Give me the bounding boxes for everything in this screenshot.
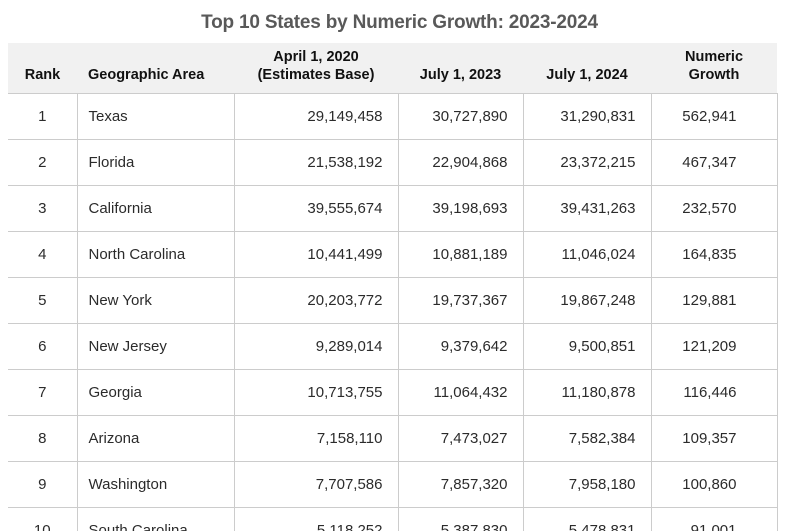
july-2023-cell: 30,727,890 [397,93,523,140]
rank-cell: 4 [8,231,77,278]
rank-cell: 3 [8,185,77,232]
april-2020-cell: 9,289,014 [233,323,398,370]
column-header-geographic-area: Geographic Area [77,43,234,94]
numeric-growth-cell: 562,941 [650,93,778,140]
states-growth-table: Rank Geographic Area April 1, 2020 (Esti… [8,43,778,531]
july-2023-cell: 9,379,642 [397,323,523,370]
april-2020-cell: 21,538,192 [233,139,398,186]
numeric-growth-cell: 109,357 [650,415,778,462]
numeric-growth-cell: 100,860 [650,461,778,508]
page: Top 10 States by Numeric Growth: 2023-20… [0,12,799,531]
july-2023-cell: 5,387,830 [397,507,523,531]
state-cell: Florida [76,139,234,186]
april-2020-cell: 10,441,499 [233,231,398,278]
july-2023-cell: 22,904,868 [397,139,523,186]
july-2023-cell: 19,737,367 [397,277,523,324]
july-2023-cell: 7,857,320 [397,461,523,508]
column-header-rank: Rank [8,43,77,94]
numeric-growth-cell: 121,209 [650,323,778,370]
table-row: 3 California 39,555,674 39,198,693 39,43… [8,185,778,232]
table-body: 1 Texas 29,149,458 30,727,890 31,290,831… [8,93,778,531]
rank-cell: 5 [8,277,77,324]
numeric-growth-cell: 467,347 [650,139,778,186]
state-cell: Washington [76,461,234,508]
column-header-april-2020-line2: (Estimates Base) [257,67,375,84]
column-header-july-2024: July 1, 2024 [523,43,651,94]
table-header: Rank Geographic Area April 1, 2020 (Esti… [8,43,777,94]
column-header-april-2020-line1: April 1, 2020 [273,49,359,65]
july-2024-cell: 7,582,384 [522,415,651,462]
april-2020-cell: 10,713,755 [233,369,398,416]
column-header-numeric-growth-line2: Growth [688,67,740,84]
table-row: 4 North Carolina 10,441,499 10,881,189 1… [8,231,778,278]
rank-cell: 6 [8,323,77,370]
july-2023-cell: 11,064,432 [397,369,523,416]
numeric-growth-cell: 232,570 [650,185,778,232]
header-row: Rank Geographic Area April 1, 2020 (Esti… [8,43,777,94]
state-cell: Texas [76,93,234,140]
july-2023-cell: 7,473,027 [397,415,523,462]
state-cell: New York [76,277,234,324]
july-2024-cell: 23,372,215 [522,139,651,186]
july-2023-cell: 10,881,189 [397,231,523,278]
table-row: 8 Arizona 7,158,110 7,473,027 7,582,384 … [8,415,778,462]
july-2024-cell: 11,046,024 [522,231,651,278]
april-2020-cell: 20,203,772 [233,277,398,324]
april-2020-cell: 39,555,674 [233,185,398,232]
rank-cell: 8 [8,415,77,462]
july-2024-cell: 19,867,248 [522,277,651,324]
rank-cell: 9 [8,461,77,508]
state-cell: North Carolina [76,231,234,278]
numeric-growth-cell: 116,446 [650,369,778,416]
rank-cell: 7 [8,369,77,416]
table-row: 2 Florida 21,538,192 22,904,868 23,372,2… [8,139,778,186]
april-2020-cell: 7,158,110 [233,415,398,462]
column-header-april-2020: April 1, 2020 (Estimates Base) [234,43,398,94]
april-2020-cell: 29,149,458 [233,93,398,140]
april-2020-cell: 5,118,252 [233,507,398,531]
table-row: 1 Texas 29,149,458 30,727,890 31,290,831… [8,93,778,140]
state-cell: South Carolina [76,507,234,531]
state-cell: New Jersey [76,323,234,370]
numeric-growth-cell: 129,881 [650,277,778,324]
april-2020-cell: 7,707,586 [233,461,398,508]
july-2024-cell: 7,958,180 [522,461,651,508]
column-header-numeric-growth: Numeric Growth [651,43,777,94]
page-title: Top 10 States by Numeric Growth: 2023-20… [201,12,598,33]
july-2024-cell: 39,431,263 [522,185,651,232]
table-row: 7 Georgia 10,713,755 11,064,432 11,180,8… [8,369,778,416]
state-cell: Arizona [76,415,234,462]
state-cell: California [76,185,234,232]
rank-cell: 10 [8,507,77,531]
numeric-growth-cell: 164,835 [650,231,778,278]
numeric-growth-cell: 91,001 [650,507,778,531]
table-row: 5 New York 20,203,772 19,737,367 19,867,… [8,277,778,324]
rank-cell: 1 [8,93,77,140]
state-cell: Georgia [76,369,234,416]
column-header-july-2023: July 1, 2023 [398,43,523,94]
column-header-numeric-growth-line1: Numeric [684,49,744,65]
july-2024-cell: 31,290,831 [522,93,651,140]
table-row: 10 South Carolina 5,118,252 5,387,830 5,… [8,507,778,531]
july-2023-cell: 39,198,693 [397,185,523,232]
july-2024-cell: 5,478,831 [522,507,651,531]
rank-cell: 2 [8,139,77,186]
table-row: 6 New Jersey 9,289,014 9,379,642 9,500,8… [8,323,778,370]
july-2024-cell: 9,500,851 [522,323,651,370]
july-2024-cell: 11,180,878 [522,369,651,416]
table-row: 9 Washington 7,707,586 7,857,320 7,958,1… [8,461,778,508]
